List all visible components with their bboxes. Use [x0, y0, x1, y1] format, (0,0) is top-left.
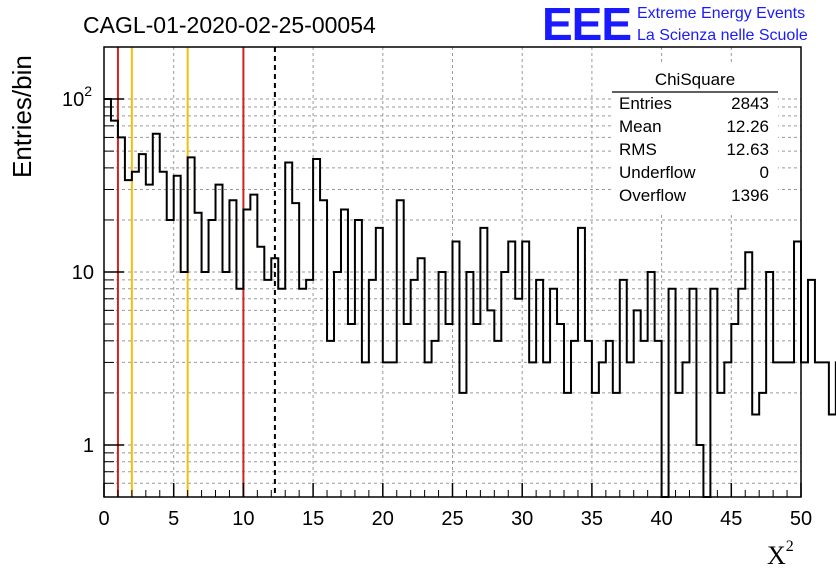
logo-line-1: Extreme Energy Events: [637, 5, 805, 22]
y-tick-label: 10: [72, 262, 94, 284]
x-tick-label: 35: [581, 508, 603, 530]
histogram-outline: [104, 98, 836, 498]
y-tick-label-base: 1: [83, 435, 94, 457]
x-tick-label: 15: [302, 508, 324, 530]
x-axis-title-main: X: [767, 541, 786, 570]
stats-row-label: Underflow: [619, 163, 696, 182]
stats-row-label: Overflow: [619, 186, 687, 205]
x-tick-label: 40: [650, 508, 672, 530]
stats-row-label: Mean: [619, 117, 662, 136]
y-tick-label-base: 10: [72, 262, 94, 284]
stats-box-background: [612, 64, 778, 212]
stats-row-value: 1396: [731, 186, 769, 205]
logo-line-2: La Scienza nelle Scuole: [637, 27, 808, 44]
stats-row-value: 12.63: [726, 140, 769, 159]
stats-title: ChiSquare: [655, 70, 735, 89]
x-tick-label: 30: [511, 508, 533, 530]
x-tick-label: 50: [790, 508, 812, 530]
x-tick-label: 45: [720, 508, 742, 530]
x-tick-label: 20: [372, 508, 394, 530]
axis-ticks: [103, 46, 802, 498]
y-tick-label: 102: [62, 83, 92, 111]
x-tick-label: 10: [232, 508, 254, 530]
y-tick-label-exponent: 2: [84, 83, 92, 99]
x-tick-label: 25: [441, 508, 463, 530]
y-tick-label-base: 10: [62, 89, 84, 111]
stats-row-label: Entries: [619, 94, 672, 113]
stats-row-value: 0: [760, 163, 769, 182]
y-tick-label: 1: [83, 435, 94, 457]
x-axis-title-sup: 2: [786, 538, 794, 555]
y-axis-title: Entries/bin: [7, 55, 37, 178]
stats-row-value: 2843: [731, 94, 769, 113]
stats-row-value: 12.26: [726, 117, 769, 136]
stats-box: ChiSquare Entries 2843 Mean 12.26 RMS 12.63 Und…: [612, 64, 778, 212]
eee-logo: EEE: [542, 0, 631, 50]
chart-title: CAGL-01-2020-02-25-00054: [83, 12, 376, 38]
stats-row-label: RMS: [619, 140, 657, 159]
x-axis-title: X2: [767, 538, 794, 570]
x-tick-labels: 0 5 10 15 20 25 30 35 40 45 50: [98, 508, 812, 530]
x-tick-label: 0: [98, 508, 109, 530]
x-tick-label: 5: [168, 508, 179, 530]
